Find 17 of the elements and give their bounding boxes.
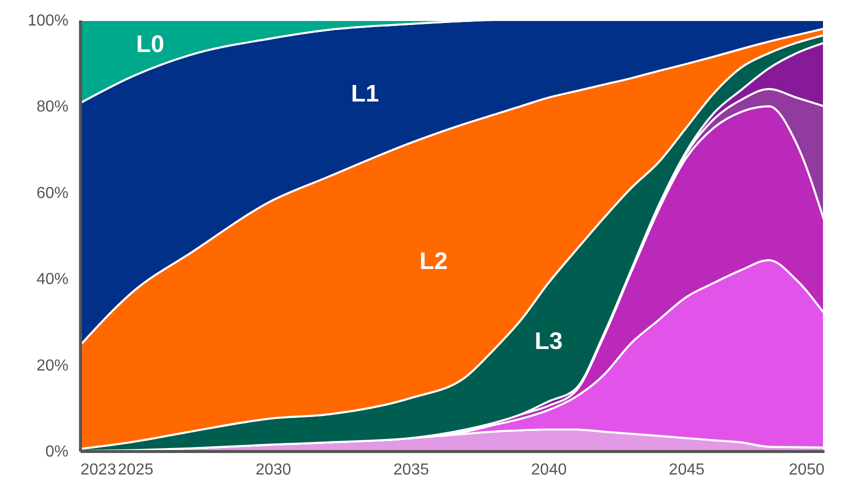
x-tick-label: 2030 (256, 462, 292, 478)
y-tick-label: 80% (36, 98, 68, 116)
x-tick-label: 2040 (531, 462, 567, 478)
y-tick-label: 20% (36, 357, 68, 374)
series-label: L0 (136, 30, 164, 58)
series-label: L2 (420, 248, 448, 276)
x-tick-label: 2050 (788, 462, 825, 478)
y-tick-label: 0% (45, 444, 68, 460)
y-tick-label: 60% (36, 184, 68, 202)
x-tick-label: 2025 (118, 462, 154, 478)
x-tick-label: 2035 (393, 462, 430, 478)
x-tick-label: 2045 (668, 462, 705, 478)
series-label: L1 (350, 80, 380, 108)
y-tick-label: 100% (28, 12, 68, 30)
x-tick-label: 2023 (80, 462, 116, 478)
y-tick-label: 40% (36, 271, 68, 288)
series-label: L3 (534, 328, 563, 356)
